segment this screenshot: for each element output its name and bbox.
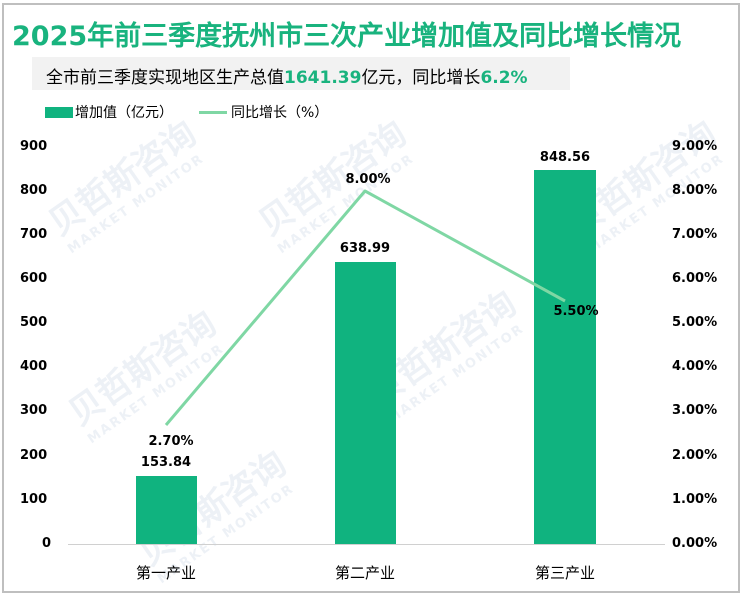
- legend: 增加值（亿元） 同比增长（%）: [45, 102, 328, 122]
- left-axis-tick: 500: [20, 315, 48, 330]
- subtitle-prefix: 全市前三季度实现地区生产总值: [46, 68, 284, 88]
- left-axis-tick: 400: [20, 359, 48, 374]
- subtitle-text: 全市前三季度实现地区生产总值1641.39亿元，同比增长6.2%: [46, 63, 528, 88]
- right-axis-tick: 9.00%: [672, 139, 718, 154]
- chart-title: 2025年前三季度抚州市三次产业增加值及同比增长情况: [12, 21, 682, 52]
- right-axis-tick: 8.00%: [672, 183, 718, 198]
- subtitle-middle: 亿元，同比增长: [361, 68, 481, 88]
- left-axis-tick: 100: [20, 492, 48, 507]
- growth-value-label: 8.00%: [345, 172, 391, 187]
- legend-line-swatch-icon: [199, 110, 227, 114]
- legend-bar-label: 增加值（亿元）: [75, 105, 173, 121]
- right-axis-tick: 0.00%: [672, 536, 718, 551]
- left-axis-tick: 0: [42, 536, 52, 551]
- right-axis-tick: 4.00%: [672, 359, 718, 374]
- gdp-value: 1641.39: [284, 68, 362, 88]
- x-axis-line: [68, 544, 665, 545]
- growth-value-label: 2.70%: [148, 434, 194, 449]
- bar-value-label: 638.99: [339, 241, 391, 256]
- left-axis-tick: 800: [20, 183, 48, 198]
- bar-tertiary-industry: [534, 170, 596, 544]
- bar-secondary-industry: [335, 262, 396, 544]
- growth-value-label: 5.50%: [553, 304, 599, 319]
- right-axis-tick: 2.00%: [672, 448, 718, 463]
- right-axis-tick: 5.00%: [672, 315, 718, 330]
- right-axis-tick: 1.00%: [672, 492, 718, 507]
- right-axis-tick: 7.00%: [672, 227, 718, 242]
- left-axis-tick: 700: [20, 227, 48, 242]
- bar-value-label: 848.56: [539, 150, 591, 165]
- x-axis-label: 第二产业: [334, 564, 395, 582]
- left-axis-tick: 300: [20, 403, 48, 418]
- left-axis-tick: 600: [20, 271, 48, 286]
- left-axis-tick: 200: [20, 448, 48, 463]
- legend-bar-swatch-icon: [45, 106, 73, 118]
- right-axis-tick: 3.00%: [672, 403, 718, 418]
- subtitle-box: 全市前三季度实现地区生产总值1641.39亿元，同比增长6.2%: [32, 57, 570, 90]
- right-axis-tick: 6.00%: [672, 271, 718, 286]
- bar-value-label: 153.84: [140, 455, 192, 470]
- bar-primary-industry: [136, 476, 197, 544]
- x-axis-label: 第一产业: [135, 564, 196, 582]
- growth-value: 6.2%: [480, 68, 528, 88]
- left-axis-tick: 900: [20, 139, 48, 154]
- legend-line-label: 同比增长（%）: [231, 105, 329, 121]
- x-axis-label: 第三产业: [534, 564, 595, 582]
